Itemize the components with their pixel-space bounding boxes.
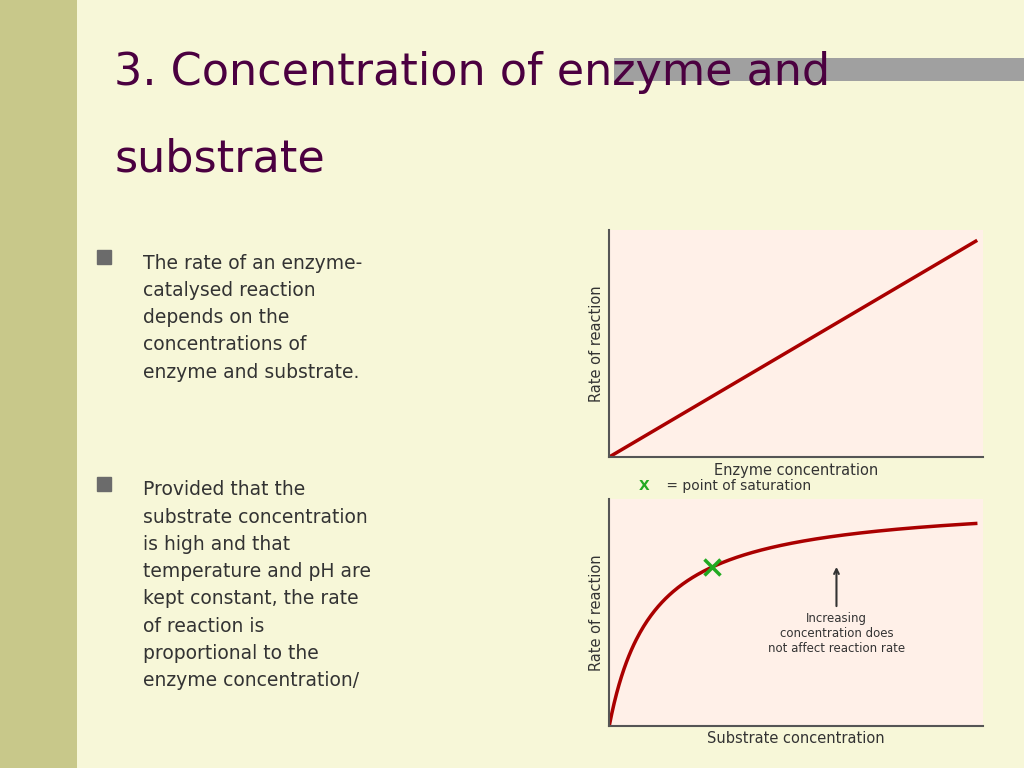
- Bar: [97, 250, 111, 264]
- Y-axis label: Rate of reaction: Rate of reaction: [589, 286, 604, 402]
- Text: 3. Concentration of enzyme and: 3. Concentration of enzyme and: [115, 51, 830, 94]
- Text: Increasing
concentration does
not affect reaction rate: Increasing concentration does not affect…: [768, 569, 905, 654]
- Text: X: X: [639, 478, 650, 493]
- Bar: [97, 477, 111, 491]
- Text: = point of saturation: = point of saturation: [662, 478, 811, 493]
- Text: Provided that the
substrate concentration
is high and that
temperature and pH ar: Provided that the substrate concentratio…: [143, 481, 372, 690]
- X-axis label: Substrate concentration: Substrate concentration: [708, 731, 885, 746]
- Text: substrate: substrate: [115, 137, 326, 180]
- Y-axis label: Rate of reaction: Rate of reaction: [589, 554, 604, 670]
- X-axis label: Enzyme concentration: Enzyme concentration: [714, 462, 879, 478]
- Text: The rate of an enzyme-
catalysed reaction
depends on the
concentrations of
enzym: The rate of an enzyme- catalysed reactio…: [143, 253, 362, 382]
